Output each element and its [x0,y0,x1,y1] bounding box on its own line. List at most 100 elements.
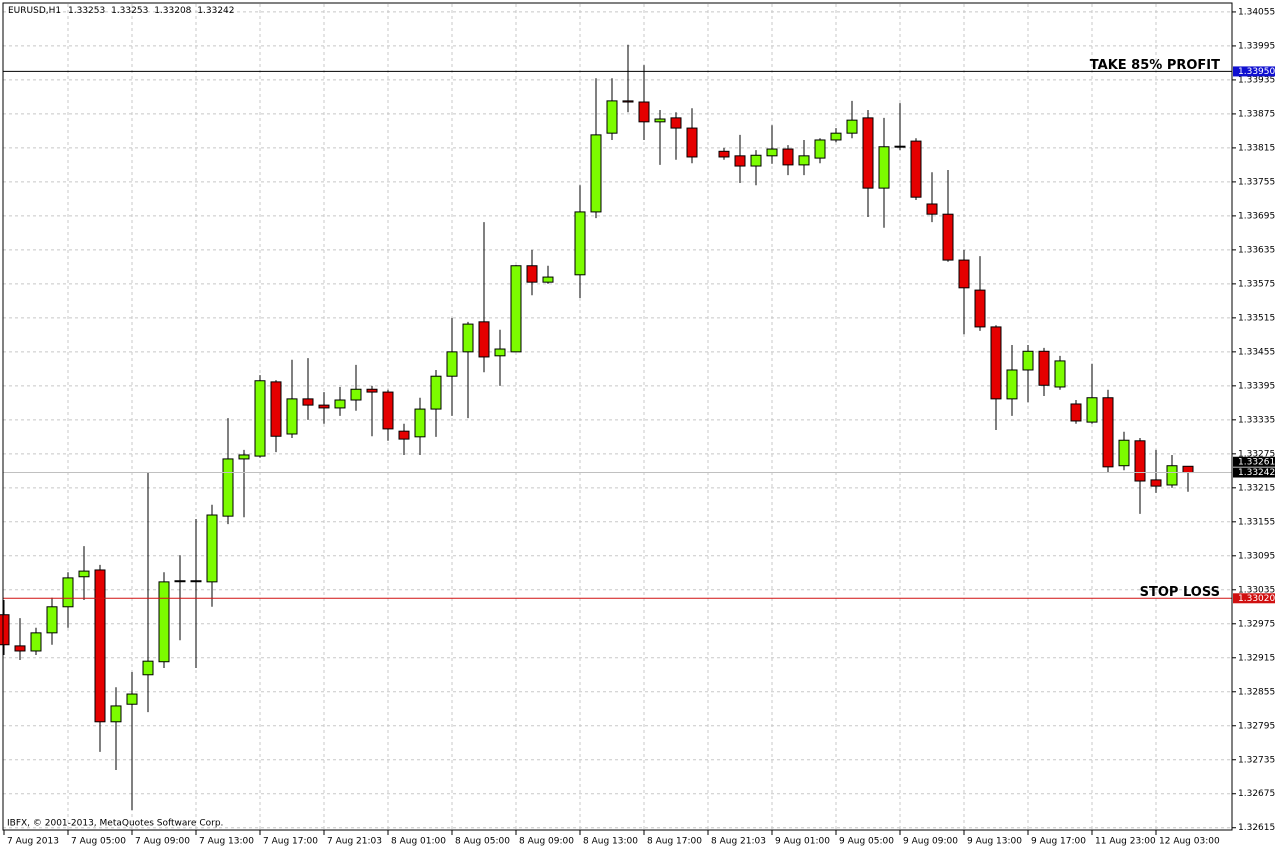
y-tick-label: 1.32975 [1238,619,1275,629]
candle-body [766,148,778,157]
price-tag [1233,593,1275,604]
candle-body [686,127,698,158]
bid-tag [1233,467,1275,478]
candle-body [462,323,474,353]
candle-body [1070,403,1082,422]
ohlc-close: 1.33242 [197,6,234,16]
candle-body [302,398,314,406]
candle-body [1182,465,1194,474]
candle-body [286,398,298,435]
candle-body [158,581,170,663]
candle-body [110,705,122,723]
y-tick-label: 1.32915 [1238,653,1275,663]
copyright: IBFX, © 2001-2013, MetaQuotes Software C… [7,819,223,829]
x-tick-label: 7 Aug 21:03 [327,837,382,847]
y-tick-label: 1.33875 [1238,109,1275,119]
x-tick-label: 8 Aug 17:00 [647,837,702,847]
y-tick-label: 1.34055 [1238,7,1275,17]
candle-body [1022,350,1034,371]
ohlc-high: 1.33253 [111,6,148,16]
marks [0,44,1232,811]
candle-body [398,430,410,440]
candle-body [62,577,74,608]
candle-body [1166,465,1178,486]
y-tick-label: 1.32855 [1238,687,1275,697]
x-tick-label: 7 Aug 17:00 [263,837,318,847]
bid-tag-label: 1.33242 [1238,468,1275,478]
y-tick-label: 1.33035 [1238,585,1275,595]
header: EURUSD,H1 1.33253 1.33253 1.33208 1.3324… [8,6,235,16]
candle-body [542,276,554,283]
x-tick-label: 12 Aug 03:00 [1159,837,1220,847]
candle-body [910,140,922,198]
x-tick-label: 9 Aug 17:00 [1031,837,1086,847]
symbol: EURUSD,H1 [8,6,61,16]
candle-body [1134,440,1146,482]
candle-body [1118,439,1130,467]
candle-body [446,351,458,377]
x-tick-label: 8 Aug 05:00 [455,837,510,847]
price-tag [1233,66,1275,77]
y-tick-label: 1.32675 [1238,789,1275,799]
level-annotation: TAKE 85% PROFIT [1090,58,1220,73]
y-tick-label: 1.33935 [1238,75,1275,85]
candle-body [1054,360,1066,388]
x-tick-label: 8 Aug 21:03 [711,837,766,847]
candle-body [750,154,762,167]
candle-body [862,117,874,189]
x-tick-label: 9 Aug 13:00 [967,837,1022,847]
candle-body [1086,397,1098,423]
ohlc-open: 1.33253 [68,6,105,16]
candle-body [590,134,602,213]
candle-body [1038,350,1050,386]
candle-body [94,569,106,723]
candle-body [846,119,858,134]
candle-body [430,375,442,410]
y-tick-label: 1.33455 [1238,347,1275,357]
y-tick-label: 1.33755 [1238,177,1275,187]
y-tick-label: 1.33695 [1238,211,1275,221]
x-tick-label: 7 Aug 2013 [7,837,59,847]
y-tick-label: 1.32615 [1238,823,1275,833]
y-tick-label: 1.32795 [1238,721,1275,731]
candle-body [318,404,330,409]
candle-body [878,146,890,189]
candle-body [654,118,666,123]
candle-body [382,391,394,430]
candle-body [958,259,970,289]
y-tick-label: 1.33275 [1238,449,1275,459]
candle-body [414,408,426,438]
x-tick-label: 9 Aug 01:00 [775,837,830,847]
ask-tag-label: 1.33261 [1238,457,1275,467]
candle-body [78,570,90,578]
y-tick-label: 1.33095 [1238,551,1275,561]
candle-body [334,399,346,409]
candle-body [366,388,378,393]
candle-body [622,100,634,103]
candle-body [638,101,650,123]
price-tag-label: 1.33950 [1238,67,1275,77]
candle-body [670,117,682,129]
candle-body [478,321,490,358]
y-tick-label: 1.33395 [1238,381,1275,391]
x-tick-label: 7 Aug 13:00 [199,837,254,847]
ohlc-low: 1.33208 [154,6,191,16]
x-tick-label: 9 Aug 09:00 [903,837,958,847]
y-tick-label: 1.33335 [1238,415,1275,425]
level-annotation: STOP LOSS [1140,585,1220,600]
candle-body [1006,369,1018,400]
y-tick-label: 1.33155 [1238,517,1275,527]
candle-body [46,606,58,634]
x-tick-label: 8 Aug 13:00 [583,837,638,847]
candle-body [14,645,26,652]
candle-body [574,211,586,276]
y-tick-label: 1.33635 [1238,245,1275,255]
candle-body [974,289,986,328]
candle-body [894,145,906,148]
plot-frame [2,2,1233,831]
candle-body [990,326,1002,400]
candle-body [238,454,250,460]
x-tick-label: 7 Aug 05:00 [71,837,126,847]
